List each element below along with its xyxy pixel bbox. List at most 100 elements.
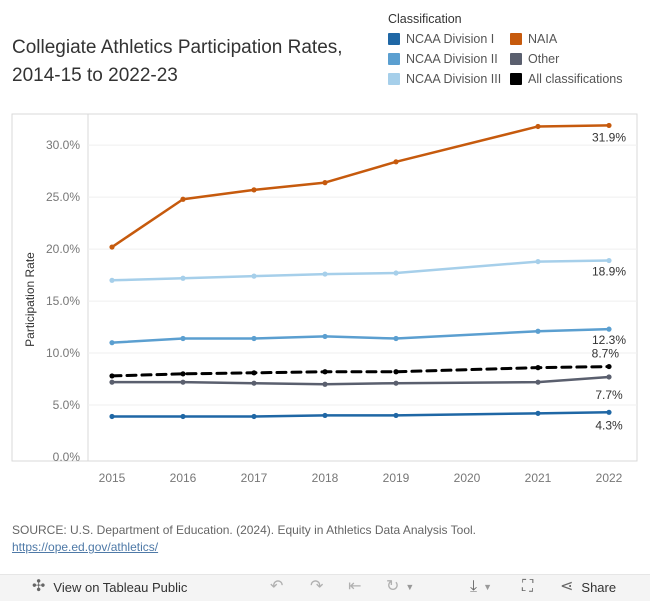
data-point: [180, 413, 186, 420]
data-point: [109, 244, 115, 250]
x-tick-label: 2015: [99, 471, 126, 485]
legend-item-ncaa-division-i[interactable]: NCAA Division I: [388, 31, 510, 47]
x-tick-label: 2022: [596, 471, 623, 485]
data-point: [606, 374, 612, 380]
refresh-button[interactable]: ↻ ▼: [386, 579, 414, 595]
y-tick-label: 5.0%: [53, 398, 81, 412]
x-tick-label: 2016: [170, 471, 197, 485]
undo-button[interactable]: ↶: [270, 579, 283, 595]
series-line-other: [110, 375, 611, 386]
data-label: 31.9%: [592, 130, 626, 144]
legend-swatch: [388, 73, 400, 85]
legend-label: All classifications: [528, 72, 623, 86]
revert-button[interactable]: ⇤: [348, 579, 361, 595]
data-point: [535, 258, 541, 265]
data-point: [606, 122, 612, 129]
tableau-logo-icon: ✣: [32, 578, 46, 595]
data-point: [606, 363, 612, 370]
data-point: [251, 335, 257, 342]
data-point: [180, 275, 186, 281]
data-point: [535, 379, 541, 385]
data-point: [606, 326, 612, 332]
x-tick-label: 2019: [383, 471, 410, 485]
share-label: Share: [581, 579, 617, 595]
data-point: [535, 328, 541, 334]
series-line-ncaa-division-ii: [110, 327, 611, 344]
chart-title: Collegiate Athletics Participation Rates…: [12, 37, 343, 86]
chevron-down-icon: ▼: [405, 582, 415, 592]
tableau-toolbar: ✣ View on Tableau Public ↶ ↷ ⇤ ↻ ▼ ⤓ ▼ ⛶…: [0, 574, 650, 601]
legend-swatch: [510, 53, 522, 65]
data-label: 12.3%: [592, 333, 626, 347]
legend-swatch: [388, 53, 400, 65]
download-button[interactable]: ⤓ ▼: [470, 579, 492, 595]
legend-item-other[interactable]: Other: [510, 51, 630, 67]
data-point: [251, 370, 257, 376]
series-line-all-classifications: [110, 365, 611, 378]
data-point: [180, 379, 186, 385]
share-icon: ⋖: [560, 578, 574, 595]
legend-swatch: [510, 73, 522, 85]
data-point: [393, 335, 399, 342]
data-point: [606, 257, 612, 264]
y-axis-title: Participation Rate: [23, 252, 37, 347]
data-point: [606, 409, 612, 415]
legend: Classification NCAA Division I NAIA NCAA…: [388, 12, 630, 87]
data-point: [322, 381, 328, 387]
legend-swatch: [510, 33, 522, 45]
download-icon: ⤓: [470, 578, 478, 595]
legend-item-ncaa-division-ii[interactable]: NCAA Division II: [388, 51, 510, 67]
data-point: [393, 380, 399, 386]
x-tick-label: 2017: [241, 471, 268, 485]
line-chart: 0.0% 5.0% 10.0% 15.0% 20.0% 25.0% 30.0% 2015 201…: [11, 113, 638, 485]
data-point: [251, 380, 257, 386]
data-point: [322, 180, 328, 186]
data-point: [393, 412, 399, 419]
legend-swatch: [388, 33, 400, 45]
redo-button[interactable]: ↷: [310, 579, 323, 595]
legend-label: NCAA Division I: [406, 32, 495, 46]
y-tick-label: 30.0%: [46, 138, 80, 152]
legend-title: Classification: [388, 12, 462, 26]
data-point: [251, 413, 257, 420]
data-point: [180, 196, 186, 202]
data-label: 7.7%: [595, 388, 623, 402]
data-point: [322, 412, 328, 419]
view-on-tableau-button[interactable]: ✣ View on Tableau Public: [32, 579, 187, 595]
x-tick-label: 2018: [312, 471, 339, 485]
fullscreen-icon: ⛶: [522, 578, 534, 595]
y-tick-label: 20.0%: [46, 242, 80, 256]
x-tick-label: 2021: [525, 471, 552, 485]
data-point: [535, 123, 541, 130]
fullscreen-button[interactable]: ⛶: [522, 579, 533, 595]
source-link[interactable]: https://ope.ed.gov/athletics/: [12, 540, 159, 554]
data-point: [393, 159, 399, 165]
data-point: [322, 369, 328, 375]
data-point: [393, 369, 399, 375]
data-point: [109, 379, 115, 385]
data-point: [109, 277, 115, 283]
series-line-naia: [110, 124, 611, 249]
chart-border: [11, 113, 638, 462]
data-point: [251, 187, 257, 193]
y-tick-label: 15.0%: [46, 294, 80, 308]
undo-icon: ↶: [270, 578, 284, 595]
data-point: [393, 270, 399, 276]
refresh-icon: ↻: [386, 578, 400, 595]
legend-item-all-classifications[interactable]: All classifications: [510, 71, 630, 87]
source-note: SOURCE: U.S. Department of Education. (2…: [12, 522, 476, 556]
data-label: 8.7%: [592, 347, 620, 361]
data-point: [109, 413, 115, 420]
data-point: [535, 365, 541, 371]
data-point: [322, 271, 328, 277]
series-line-ncaa-division-i: [110, 411, 611, 418]
data-point: [180, 371, 186, 377]
legend-label: NCAA Division II: [406, 52, 498, 66]
share-button[interactable]: ⋖ Share: [560, 579, 616, 595]
legend-item-naia[interactable]: NAIA: [510, 31, 630, 47]
legend-item-ncaa-division-iii[interactable]: NCAA Division III: [388, 71, 510, 87]
data-point: [322, 333, 328, 340]
data-point: [251, 273, 257, 279]
y-tick-label: 25.0%: [46, 190, 80, 204]
legend-label: NAIA: [528, 32, 558, 46]
